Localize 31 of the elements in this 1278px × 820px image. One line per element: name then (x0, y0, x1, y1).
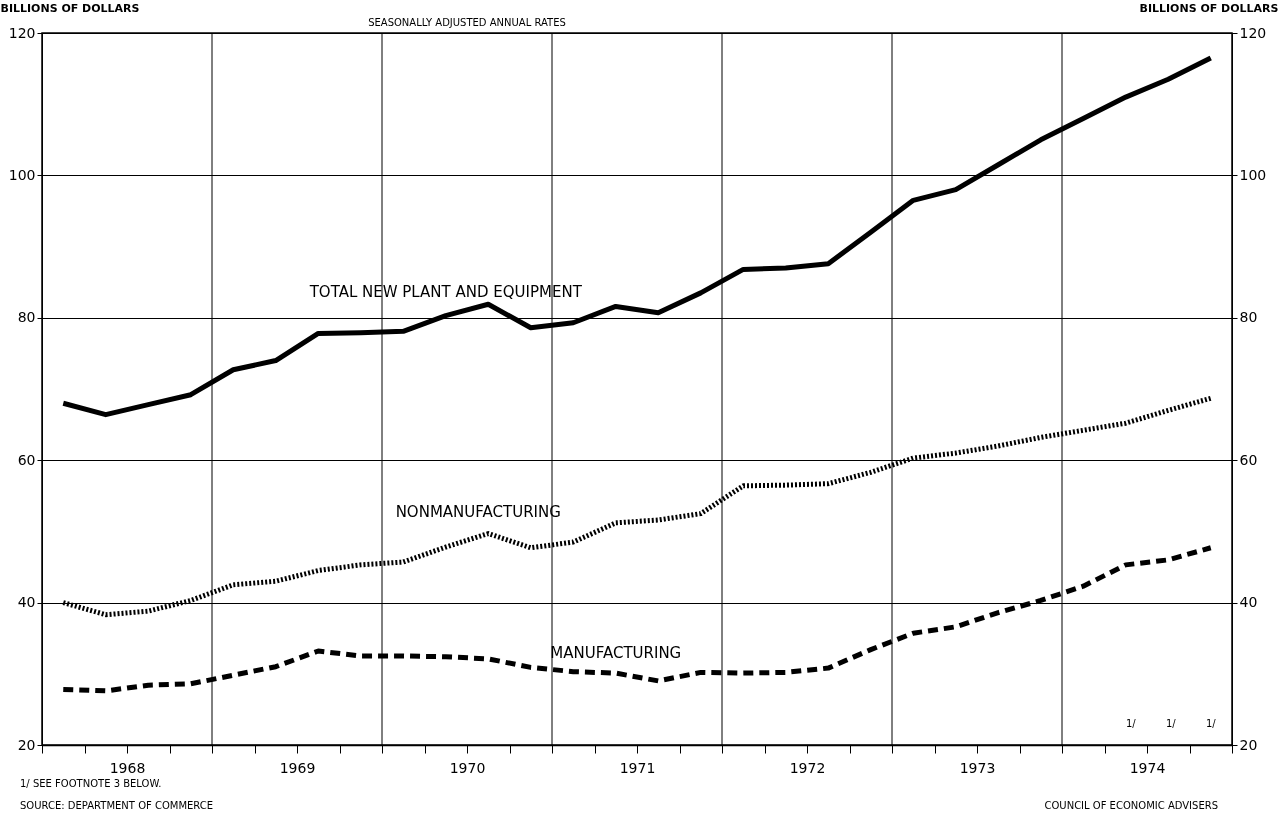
x-tick-label: 1968 (109, 759, 146, 776)
x-tick-label: 1969 (279, 759, 316, 776)
series-label: MANUFACTURING (550, 644, 682, 663)
annotation: 1/ (1166, 718, 1176, 729)
x-tick-label: 1970 (449, 759, 486, 776)
series-label: NONMANUFACTURING (395, 502, 561, 521)
text: 1/ SEE FOOTNOTE 3 BELOW. (20, 778, 162, 789)
y2-tick-label: 120 (1239, 24, 1267, 41)
annotation: 1/ (1206, 718, 1216, 729)
y-axis-title: BILLIONS OF DOLLARS (0, 1, 140, 15)
x-tick-label: 1972 (789, 759, 826, 776)
y-tick-label: 120 (8, 24, 36, 41)
x-tick-label: 1973 (959, 759, 996, 776)
x-tick-label: 1971 (619, 759, 656, 776)
y2-tick-label: 40 (1239, 594, 1258, 611)
series-label: TOTAL NEW PLANT AND EQUIPMENT (308, 282, 583, 301)
x-tick-label: 1974 (1129, 759, 1166, 776)
annotation: 1/ (1126, 718, 1136, 729)
y2-tick-label: 100 (1239, 166, 1267, 183)
y-tick-label: 60 (17, 451, 36, 468)
y-tick-label: 80 (17, 309, 36, 326)
y2-tick-label: 60 (1239, 451, 1258, 468)
y2-axis-title: BILLIONS OF DOLLARS (1139, 1, 1278, 15)
chart-subtitle: SEASONALLY ADJUSTED ANNUAL RATES (368, 17, 566, 28)
source-note: SOURCE: DEPARTMENT OF COMMERCE (20, 800, 214, 811)
y-tick-label: 20 (17, 736, 36, 753)
y2-tick-label: 20 (1239, 736, 1258, 753)
y2-tick-label: 80 (1239, 309, 1258, 326)
y-tick-label: 100 (8, 166, 36, 183)
text: COUNCIL OF ECONOMIC ADVISERS (1044, 800, 1218, 811)
y-tick-label: 40 (17, 594, 36, 611)
